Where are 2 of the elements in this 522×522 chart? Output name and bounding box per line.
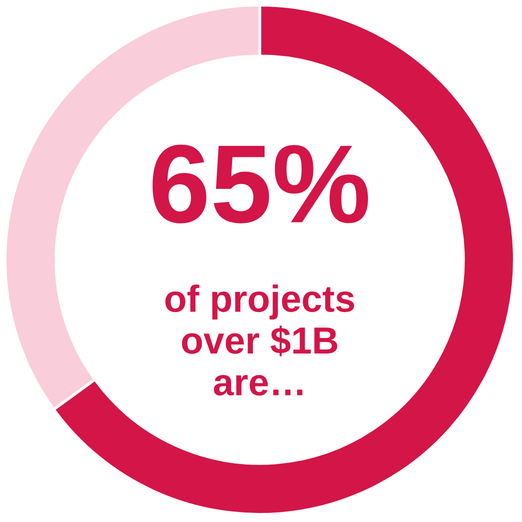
text: of projects over $1B are… bbox=[165, 284, 354, 396]
text: 65% bbox=[152, 144, 368, 224]
